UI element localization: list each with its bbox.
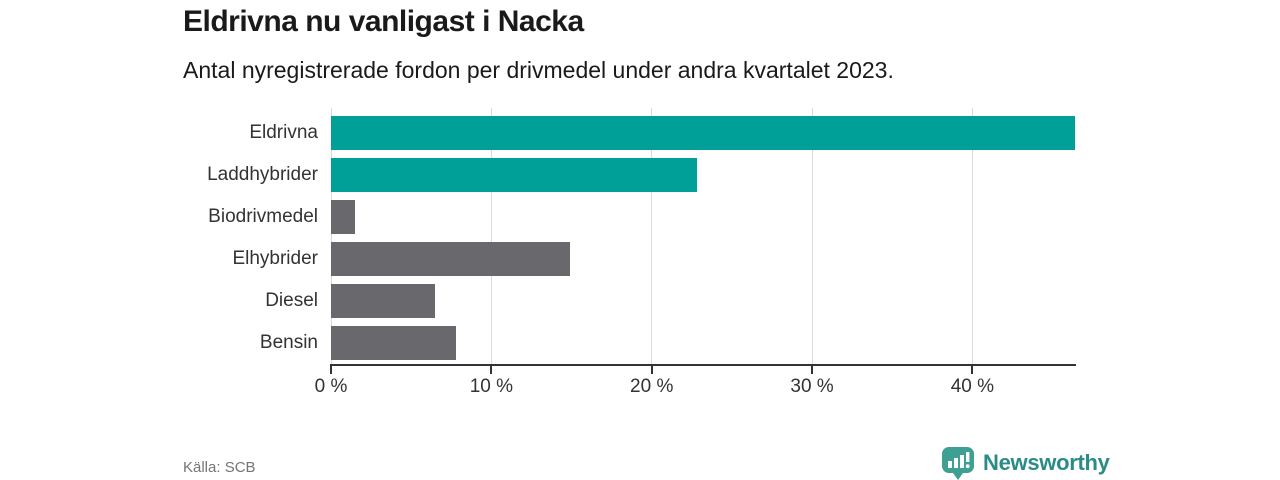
bar-label-elhybrider: Elhybrider — [232, 248, 318, 269]
gridline-20 — [651, 108, 653, 364]
gridline-10 — [490, 108, 492, 364]
x-axis-tick-30 — [811, 366, 814, 374]
newsworthy-bubble-chart-icon — [942, 447, 974, 480]
x-axis-tick-40 — [971, 366, 974, 374]
bar-label-diesel: Diesel — [265, 290, 318, 311]
bar-label-eldrivna: Eldrivna — [249, 122, 318, 143]
gridline-30 — [811, 108, 813, 364]
x-tick-label-10: 10 % — [469, 376, 513, 397]
gridline-0 — [330, 108, 332, 364]
x-tick-label-20: 20 % — [630, 376, 674, 397]
bar-diesel — [331, 284, 436, 318]
bar-label-bensin: Bensin — [259, 332, 318, 353]
x-axis-tick-20 — [650, 366, 653, 374]
bar-biodrivmedel — [331, 200, 356, 234]
x-axis-line — [330, 364, 1076, 366]
bar-laddhybrider — [331, 158, 697, 192]
source-label: Källa: SCB — [183, 459, 256, 476]
x-axis-tick-0 — [330, 366, 332, 374]
x-tick-label-30: 30 % — [790, 376, 834, 397]
chart-subtitle: Antal nyregistrerade fordon per drivmede… — [183, 57, 894, 83]
bar-eldrivna — [331, 116, 1075, 150]
bar-label-laddhybrider: Laddhybrider — [207, 164, 318, 185]
chart-title: Eldrivna nu vanligast i Nacka — [183, 5, 584, 38]
bar-label-biodrivmedel: Biodrivmedel — [208, 206, 318, 227]
newsworthy-logo: Newsworthy — [941, 446, 1110, 480]
bar-chart-plot: Eldrivna Laddhybrider Biodrivmedel Elhybrid… — [207, 108, 1076, 397]
x-tick-label-0: 0 % — [314, 376, 348, 397]
bar-bensin — [331, 326, 457, 360]
x-axis-tick-10 — [490, 366, 493, 374]
gridline-40 — [971, 108, 973, 364]
x-tick-label-40: 40 % — [950, 376, 995, 397]
newsworthy-logo-text: Newsworthy — [983, 450, 1110, 475]
bar-elhybrider — [331, 242, 570, 276]
